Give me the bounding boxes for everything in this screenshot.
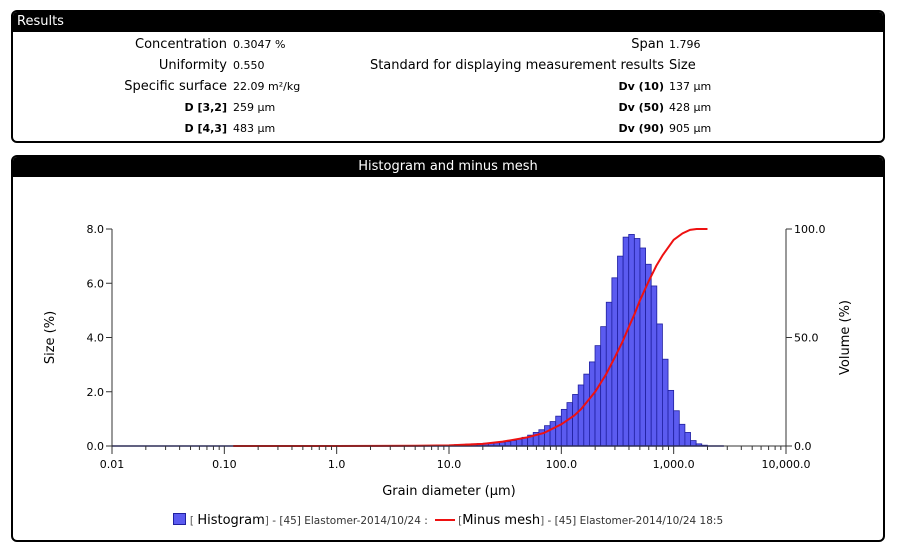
histogram-bar [589, 361, 596, 447]
histogram-bar [639, 247, 646, 447]
histogram-bar [656, 323, 663, 447]
histogram-legend-source: - [45] Elastomer-2014/10/24 : [272, 515, 428, 527]
result-label: Span [631, 37, 664, 52]
y-tick-label: 2.0 [87, 386, 105, 399]
result-label: D [4,3] [184, 122, 227, 135]
result-label: D [3,2] [184, 101, 227, 114]
result-row: Dv (90) 905 µm [13, 120, 883, 138]
result-row: D [4,3] 483 µm [13, 120, 883, 138]
result-label: Concentration [135, 37, 227, 52]
x-tick-label: 10,000.0 [762, 458, 811, 471]
result-row: Uniformity 0.550 [13, 57, 883, 75]
result-value: 22.09 m²/kg [233, 80, 301, 93]
minus-mesh-legend-source: - [45] Elastomer-2014/10/24 18:5 [547, 515, 724, 527]
result-value: 483 µm [233, 122, 276, 135]
y2-axis-title: Volume (%) [838, 300, 853, 375]
result-row: Standard for displaying measurement resu… [13, 57, 883, 75]
x-axis-title: Grain diameter (µm) [382, 484, 516, 499]
histogram-bar [645, 263, 652, 447]
histogram-bar [515, 438, 523, 447]
histogram-bar [667, 389, 675, 447]
histogram-bar [684, 432, 691, 447]
histogram-legend-name: Histogram [197, 513, 265, 528]
x-tick-label: 1.0 [328, 458, 346, 471]
y-axis-title: Size (%) [43, 311, 58, 364]
histogram-bar [583, 373, 590, 447]
results-header: Results [13, 12, 883, 32]
result-label: Uniformity [158, 58, 227, 73]
y-tick-label: 6.0 [87, 277, 105, 290]
y-tick-label: 8.0 [87, 223, 105, 236]
x-tick-label: 1,000.0 [653, 458, 695, 471]
result-row: Concentration 0.3047 % [13, 36, 883, 54]
result-row: D [3,2] 259 µm [13, 99, 883, 117]
x-tick-label: 100.0 [546, 458, 578, 471]
histogram-bar [678, 423, 686, 447]
result-label: Dv (50) [618, 101, 665, 114]
histogram-bar [549, 421, 557, 447]
histogram-bar [577, 384, 585, 447]
y2-tick-label: 50.0 [794, 332, 819, 345]
histogram-bar [650, 285, 658, 447]
result-value: 0.550 [233, 59, 265, 72]
histogram-bar [510, 440, 517, 447]
histogram-panel-header: Histogram and minus mesh [13, 157, 883, 177]
result-value: 0.3047 % [233, 38, 286, 51]
result-row: Specific surface 22.09 m²/kg [13, 78, 883, 96]
chart-legend: [ Histogram] - [45] Elastomer-2014/10/24… [13, 513, 883, 528]
histogram-bar [633, 238, 641, 447]
histogram-legend-swatch [172, 513, 186, 525]
result-label: Standard for displaying measurement resu… [369, 58, 664, 73]
result-value: Size [669, 58, 696, 73]
histogram-bar [555, 415, 562, 447]
minus-mesh-legend-line [435, 519, 456, 521]
histogram-bar [544, 425, 551, 447]
x-tick-label: 0.10 [212, 458, 237, 471]
result-label: Dv (90) [618, 122, 665, 135]
histogram-bar [600, 326, 607, 447]
histogram-bar [572, 394, 579, 447]
histogram-bar [560, 408, 568, 447]
histogram-bar [690, 440, 697, 447]
result-label: Specific surface [124, 79, 227, 94]
y2-tick-label: 100.0 [794, 223, 826, 236]
result-value: 137 µm [669, 80, 712, 93]
result-row: Span 1.796 [13, 36, 883, 54]
histogram-bar [622, 236, 630, 447]
histogram-bar [594, 345, 602, 447]
y2-tick-label: 0.0 [794, 440, 812, 453]
histogram-bar [566, 402, 573, 447]
result-value: 905 µm [669, 122, 712, 135]
histogram-chart: 0.0 2.0 4.0 6.0 8.0 0.0 50.0 100.0 0.01 0.10 1.0 10… [43, 223, 853, 499]
histogram-bar [673, 410, 680, 447]
x-tick-label: 10.0 [437, 458, 462, 471]
result-row: Dv (10) 137 µm [13, 78, 883, 96]
minus-mesh-legend-name: Minus mesh [462, 513, 541, 528]
results-panel: Results Concentration 0.3047 % Uniformity 0… [11, 10, 885, 143]
y-tick-label: 0.0 [87, 440, 105, 453]
y-tick-label: 4.0 [87, 332, 105, 345]
result-value: 428 µm [669, 101, 712, 114]
histogram-bar [628, 234, 635, 447]
histogram-bar [662, 358, 669, 447]
x-tick-label: 0.01 [100, 458, 125, 471]
result-value: 1.796 [669, 38, 701, 51]
histogram-panel: Histogram and minus mesh 0.0 2.0 4.0 6.0 8.0… [11, 155, 885, 542]
result-label: Dv (10) [618, 80, 665, 93]
result-row: Dv (50) 428 µm [13, 99, 883, 117]
minus-mesh-line [233, 228, 708, 447]
result-value: 259 µm [233, 101, 276, 114]
